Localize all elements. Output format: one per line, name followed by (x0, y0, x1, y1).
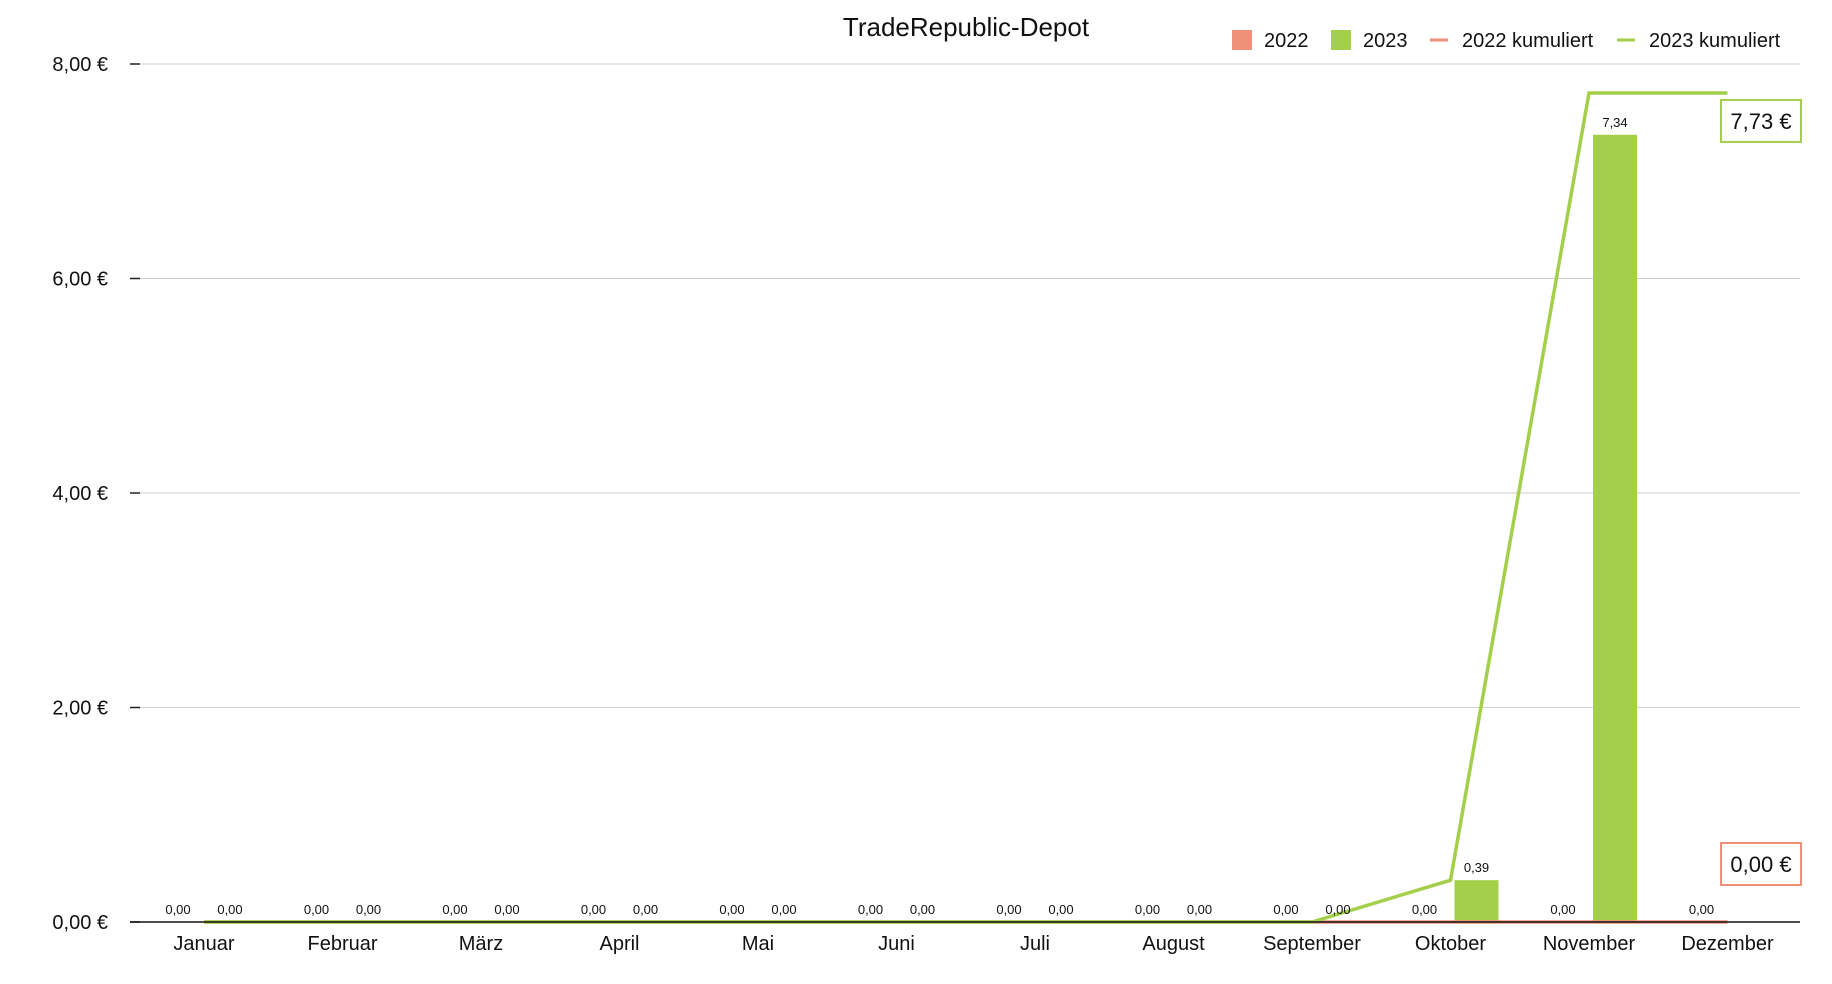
x-tick-label: Januar (173, 933, 234, 955)
data-labels: 0,00 0,00 0,00 0,00 0,00 0,00 0,00 0,00 0,00 0,00… (165, 115, 1714, 917)
final-value-label: 7,73 € (1730, 109, 1791, 134)
x-tick-label: April (599, 933, 639, 955)
legend[interactable]: 2022 2023 2022 kumuliert 2023 kumuliert (1232, 30, 1781, 52)
legend-label: 2023 kumuliert (1649, 30, 1781, 52)
x-tick-label: Juni (878, 933, 915, 955)
legend-item-2022-kumuliert[interactable]: 2022 kumuliert (1430, 30, 1594, 52)
legend-item-2023-kumuliert[interactable]: 2023 kumuliert (1617, 30, 1781, 52)
data-label: 0,00 (910, 902, 935, 917)
data-label: 0,00 (771, 902, 796, 917)
data-label: 0,00 (165, 902, 190, 917)
y-tick-label: 4,00 € (52, 483, 108, 505)
legend-label: 2023 (1363, 30, 1408, 52)
x-tick-label: November (1543, 933, 1636, 955)
data-label: 0,00 (719, 902, 744, 917)
data-label: 0,00 (1135, 902, 1160, 917)
line-2023-kumuliert[interactable] (204, 91, 1728, 924)
legend-swatch (1232, 30, 1252, 50)
x-tick-label: August (1142, 933, 1205, 955)
data-label: 0,00 (1550, 902, 1575, 917)
x-tick-label: Dezember (1681, 933, 1774, 955)
x-tick-label: September (1263, 933, 1361, 955)
data-label: 0,00 (304, 902, 329, 917)
data-label: 0,00 (356, 902, 381, 917)
bar-2023-Oktober[interactable] (1454, 880, 1499, 922)
data-label: 0,00 (996, 902, 1021, 917)
x-tick-label: Oktober (1415, 933, 1486, 955)
y-tick-label: 6,00 € (52, 269, 108, 291)
data-label: 0,00 (1273, 902, 1298, 917)
chart-title: TradeRepublic-Depot (843, 12, 1090, 42)
data-label: 0,00 (1187, 902, 1212, 917)
y-tick-label: 0,00 € (52, 912, 108, 934)
final-value-box (1720, 842, 1802, 886)
bar-2023-November[interactable] (1593, 134, 1637, 922)
grid-lines (138, 63, 1800, 708)
data-label: 0,00 (442, 902, 467, 917)
data-label: 0,00 (1325, 902, 1350, 917)
final-value-labels: 0,00 € 7,73 € (1720, 98, 1802, 886)
data-label: 0,00 (494, 902, 519, 917)
x-tick-label: Februar (307, 933, 377, 955)
y-tick-label: 8,00 € (52, 54, 108, 76)
data-label: 0,00 (633, 902, 658, 917)
cumulative-lines (204, 91, 1728, 924)
x-axis: Januar Februar März April Mai Juni Juli August S… (130, 921, 1800, 955)
data-label: 0,00 (217, 902, 242, 917)
legend-item-2023[interactable]: 2023 (1331, 30, 1408, 52)
data-label: 0,00 (858, 902, 883, 917)
y-axis: 0,00 € 2,00 € 4,00 € 6,00 € 8,00 € (52, 54, 140, 934)
data-label: 0,00 (1412, 902, 1437, 917)
legend-swatch (1331, 30, 1351, 50)
final-value-box (1720, 98, 1802, 143)
bars (1454, 134, 1637, 922)
final-value-label: 0,00 € (1730, 852, 1791, 877)
data-label: 7,34 (1602, 115, 1627, 130)
y-tick-label: 2,00 € (52, 698, 108, 720)
x-tick-label: Mai (742, 933, 774, 955)
x-tick-label: März (459, 933, 503, 955)
data-label: 0,39 (1464, 860, 1489, 875)
data-label: 0,00 (1048, 902, 1073, 917)
data-label: 0,00 (1689, 902, 1714, 917)
data-label: 0,00 (581, 902, 606, 917)
x-tick-label: Juli (1020, 933, 1050, 955)
legend-label: 2022 kumuliert (1462, 30, 1594, 52)
legend-item-2022[interactable]: 2022 (1232, 30, 1309, 52)
legend-label: 2022 (1264, 30, 1309, 52)
